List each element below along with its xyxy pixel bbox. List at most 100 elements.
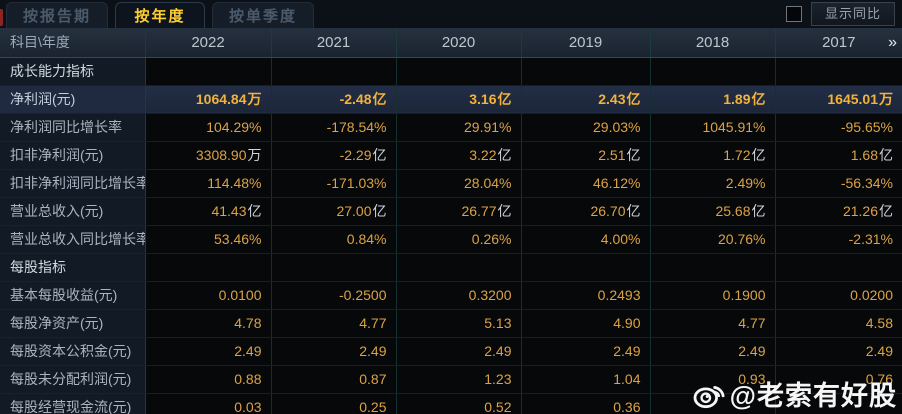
table-row[interactable]: 每股资本公积金(元) 2.49 2.49 2.49 2.49 2.49 2.49 <box>0 337 902 366</box>
table-row[interactable]: 营业总收入同比增长率 53.46% 0.84% 0.26% 4.00% 20.76% -2.… <box>0 225 902 254</box>
unit-suffix: 亿 <box>497 203 512 219</box>
cell-value: 29.91% <box>396 113 522 142</box>
table-row[interactable]: 营业总收入(元) 41.43亿 27.00亿 26.77亿 26.70亿 25.68亿 21… <box>0 197 902 226</box>
cell-value: 0.93 <box>650 365 776 394</box>
unit-suffix: 亿 <box>751 203 766 219</box>
cell-value: 0.26% <box>396 225 522 254</box>
cell-value: -56.34% <box>775 169 902 198</box>
more-years-icon[interactable]: » <box>888 34 897 51</box>
cell-value: 0.87 <box>271 365 397 394</box>
year-header-2022[interactable]: 2022 <box>145 28 272 58</box>
row-label: 扣非净利润同比增长率 <box>0 169 146 198</box>
cell-value: 0.0200 <box>775 281 902 310</box>
cell-value: 0.2493 <box>521 281 651 310</box>
tab-by-single-quarter[interactable]: 按单季度 <box>212 2 315 28</box>
cell-value: 0.25 <box>271 393 397 414</box>
cell-value: 1.04 <box>521 365 651 394</box>
cell-value <box>145 57 272 86</box>
cell-value: 4.00% <box>521 225 651 254</box>
cell-value: 41.43亿 <box>145 197 272 226</box>
row-label: 每股净资产(元) <box>0 309 146 338</box>
period-tabs: 按报告期 按年度 按单季度 <box>6 2 315 28</box>
cell-value: 0.3200 <box>396 281 522 310</box>
cell-value <box>396 253 522 282</box>
table-row[interactable]: 扣非净利润(元) 3308.90万 -2.29亿 3.22亿 2.51亿 1.72亿 1.6… <box>0 141 902 170</box>
table-row[interactable]: 净利润同比增长率 104.29% -178.54% 29.91% 29.03% 1045.… <box>0 113 902 142</box>
cell-value: 0.88 <box>145 365 272 394</box>
cell-value: 114.48% <box>145 169 272 198</box>
cell-value: 46.12% <box>521 169 651 198</box>
cell-value: 0.03 <box>145 393 272 414</box>
cell-value: 4.77 <box>650 309 776 338</box>
cell-value: 4.58 <box>775 309 902 338</box>
cell-value: 0.1900 <box>650 281 776 310</box>
section-row[interactable]: 每股指标 <box>0 253 902 282</box>
unit-suffix: 亿 <box>751 147 766 163</box>
cell-value: -0.2500 <box>271 281 397 310</box>
cell-value: 2.43亿 <box>521 85 651 114</box>
cell-value: 2.49% <box>650 169 776 198</box>
cell-value: 3.16亿 <box>396 85 522 114</box>
cell-value: 2.51亿 <box>521 141 651 170</box>
cell-value: 21.26亿 <box>775 197 902 226</box>
cell-value: -178.54% <box>271 113 397 142</box>
cell-value: -95.65% <box>775 113 902 142</box>
unit-suffix: 亿 <box>372 147 387 163</box>
show-yoy-checkbox[interactable] <box>785 6 802 22</box>
row-label: 成长能力指标 <box>0 57 146 86</box>
unit-suffix: 亿 <box>497 147 512 163</box>
show-yoy-label[interactable]: 显示同比 <box>810 2 895 26</box>
cell-value: -2.31% <box>775 225 902 254</box>
table-row[interactable]: 基本每股收益(元) 0.0100 -0.2500 0.3200 0.2493 0.1900… <box>0 281 902 310</box>
unit-suffix: 亿 <box>751 91 766 107</box>
row-label: 每股经营现金流(元) <box>0 393 146 414</box>
row-label: 营业总收入同比增长率 <box>0 225 146 254</box>
cell-value <box>775 393 902 414</box>
year-header-2021[interactable]: 2021 <box>271 28 397 58</box>
tab-by-year[interactable]: 按年度 <box>115 2 206 28</box>
cell-value: -171.03% <box>271 169 397 198</box>
table-header-row: 科目\年度 2022 2021 2020 2019 2018 2017» <box>0 28 902 58</box>
cell-value <box>521 253 651 282</box>
year-header-2019[interactable]: 2019 <box>521 28 651 58</box>
unit-suffix: 亿 <box>497 91 512 107</box>
table-row[interactable]: 净利润(元) 1064.84万 -2.48亿 3.16亿 2.43亿 1.89亿 1645.… <box>0 85 902 114</box>
unit-suffix: 万 <box>247 147 262 163</box>
cell-value: 2.49 <box>271 337 397 366</box>
cell-value: 26.70亿 <box>521 197 651 226</box>
table-row[interactable]: 每股经营现金流(元) 0.03 0.25 0.52 0.36 <box>0 393 902 414</box>
cell-value: -2.29亿 <box>271 141 397 170</box>
year-header-2017[interactable]: 2017» <box>775 28 902 58</box>
table-row[interactable]: 每股净资产(元) 4.78 4.77 5.13 4.90 4.77 4.58 <box>0 309 902 338</box>
tab-by-report-period[interactable]: 按报告期 <box>6 2 109 28</box>
year-header-2020[interactable]: 2020 <box>396 28 522 58</box>
cell-value: 2.49 <box>521 337 651 366</box>
row-label: 每股未分配利润(元) <box>0 365 146 394</box>
cell-value: 4.78 <box>145 309 272 338</box>
cell-value: 1064.84万 <box>145 85 272 114</box>
cell-value: 0.36 <box>521 393 651 414</box>
cell-value: 4.77 <box>271 309 397 338</box>
cell-value: 2.49 <box>145 337 272 366</box>
year-header-2018[interactable]: 2018 <box>650 28 776 58</box>
unit-suffix: 亿 <box>372 91 387 107</box>
unit-suffix: 亿 <box>626 91 641 107</box>
cell-value: 0.0100 <box>145 281 272 310</box>
table-row[interactable]: 扣非净利润同比增长率 114.48% -171.03% 28.04% 46.12% 2.4… <box>0 169 902 198</box>
cell-value <box>396 57 522 86</box>
cell-value <box>775 57 902 86</box>
cell-value <box>145 253 272 282</box>
section-row[interactable]: 成长能力指标 <box>0 57 902 86</box>
cell-value: 2.49 <box>396 337 522 366</box>
cell-value <box>650 253 776 282</box>
cell-value: 0.52 <box>396 393 522 414</box>
row-label: 扣非净利润(元) <box>0 141 146 170</box>
cell-value <box>650 57 776 86</box>
unit-suffix: 亿 <box>372 203 387 219</box>
row-label: 基本每股收益(元) <box>0 281 146 310</box>
unit-suffix: 亿 <box>626 147 641 163</box>
cell-value <box>775 253 902 282</box>
left-edge-artifact <box>0 9 3 26</box>
table-row[interactable]: 每股未分配利润(元) 0.88 0.87 1.23 1.04 0.93 0.76 <box>0 365 902 394</box>
unit-suffix: 亿 <box>626 203 641 219</box>
